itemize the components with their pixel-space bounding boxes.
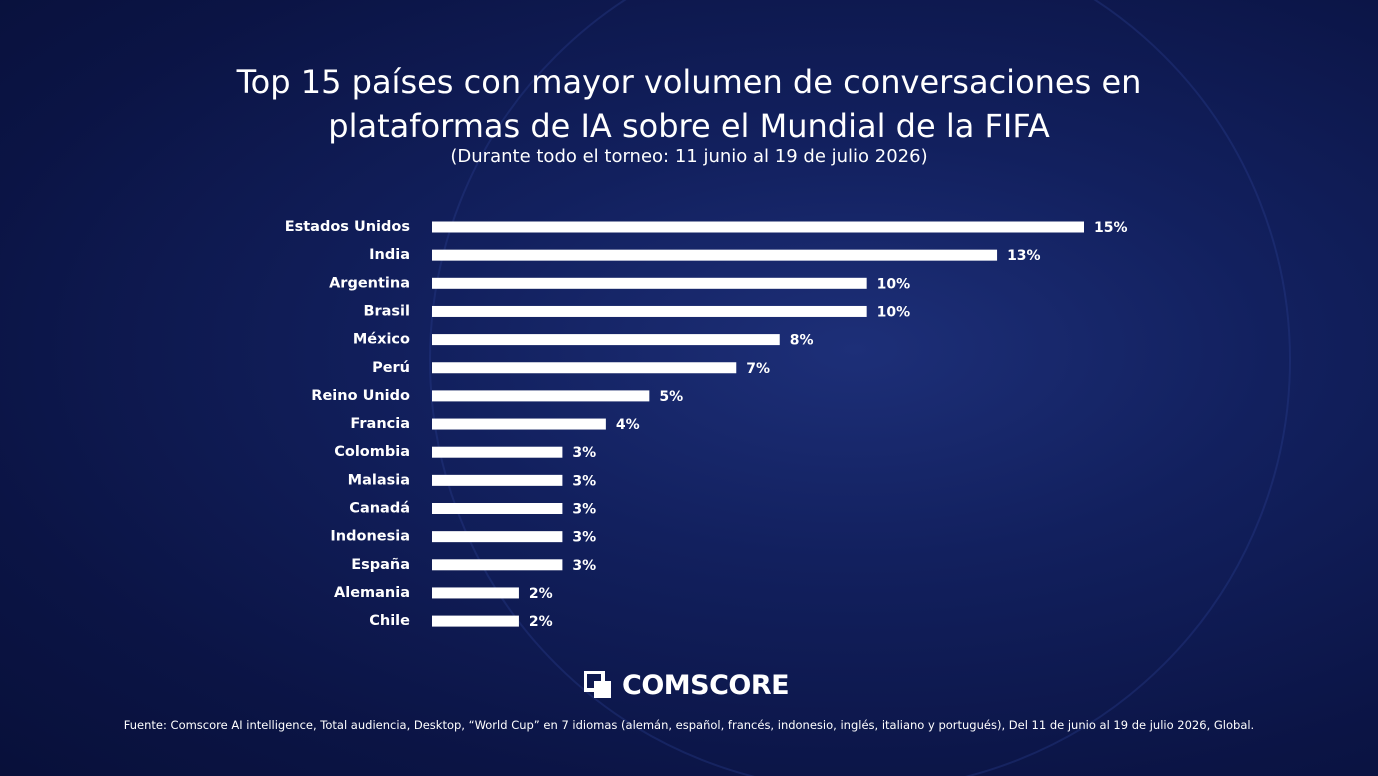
- bar: [432, 531, 563, 543]
- value-label: 3%: [572, 473, 596, 489]
- value-label: 3%: [572, 530, 596, 546]
- value-label: 4%: [616, 417, 640, 433]
- value-label: 2%: [529, 614, 553, 630]
- value-label: 10%: [877, 276, 911, 292]
- bar: [432, 249, 998, 261]
- bar: [432, 587, 519, 599]
- y-tick-label: Perú: [372, 360, 410, 376]
- value-label: 2%: [529, 586, 553, 602]
- bar: [432, 305, 867, 317]
- value-label: 3%: [572, 502, 596, 518]
- value-label: 3%: [572, 558, 596, 574]
- value-label: 15%: [1094, 220, 1128, 236]
- y-tick-label: Argentina: [329, 275, 410, 291]
- bar: [432, 277, 867, 289]
- value-label: 10%: [877, 304, 911, 320]
- decor-ball: [429, 0, 1291, 776]
- bar: [432, 474, 563, 486]
- y-tick-label: Canadá: [349, 501, 410, 517]
- logo-text: COMSCORE: [622, 669, 790, 701]
- bar: [432, 559, 563, 571]
- logo: COMSCORE: [584, 668, 790, 702]
- y-tick-label: Malasia: [348, 472, 410, 488]
- bar: [432, 615, 519, 627]
- bar: [432, 390, 650, 402]
- source-note: Fuente: Comscore AI intelligence, Total …: [123, 718, 1255, 732]
- bar: [432, 446, 563, 458]
- y-tick-label: Colombia: [334, 444, 410, 460]
- value-label: 5%: [659, 389, 683, 405]
- y-tick-label: Indonesia: [330, 529, 410, 545]
- value-label: 3%: [572, 445, 596, 461]
- value-label: 8%: [790, 333, 814, 349]
- bar: [432, 362, 737, 374]
- bar: [432, 221, 1084, 233]
- value-label: 7%: [746, 361, 770, 377]
- bar: [432, 503, 563, 514]
- y-tick-label: España: [351, 557, 410, 573]
- y-tick-label: India: [369, 247, 410, 263]
- y-tick-label: México: [353, 332, 410, 348]
- logo-icon: [584, 671, 611, 698]
- y-tick-label: Reino Unido: [311, 388, 410, 404]
- y-tick-label: Alemania: [334, 585, 410, 601]
- y-tick-label: Chile: [369, 613, 410, 629]
- y-tick-label: Francia: [350, 416, 410, 432]
- bar: [432, 334, 780, 346]
- value-label: 13%: [1007, 248, 1041, 264]
- y-tick-label: Brasil: [363, 303, 410, 319]
- bar: [432, 418, 606, 430]
- chart-subtitle: (Durante todo el torneo: 11 junio al 19 …: [450, 146, 928, 167]
- chart-title: Top 15 países con mayor volumen de conve…: [236, 63, 1142, 145]
- y-tick-label: Estados Unidos: [285, 219, 410, 235]
